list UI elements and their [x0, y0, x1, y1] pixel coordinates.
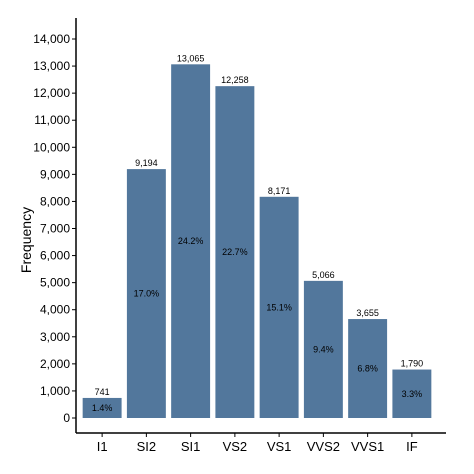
y-tick-label: 10,000: [33, 140, 70, 154]
bar: [126, 169, 166, 418]
bar: [215, 86, 255, 418]
y-axis-title: Frequency: [18, 207, 34, 273]
x-tick-label: IF: [406, 439, 418, 454]
bar-value-label: 8,171: [268, 186, 291, 196]
bar: [82, 397, 122, 418]
bar-percent-label: 1.4%: [92, 403, 113, 413]
x-axis: I1 SI2 SI1 VS2 VS1 VVS2 VVS1 IF: [76, 432, 446, 454]
bar-value-label: 3,655: [356, 308, 379, 318]
bar: [392, 369, 432, 418]
bar-percent-label: 17.0%: [134, 289, 160, 299]
x-tick-label: VS2: [223, 439, 248, 454]
y-tick-label: 1,000: [40, 384, 70, 398]
bar-value-label: 12,258: [221, 75, 249, 85]
x-tick-label: VS1: [267, 439, 292, 454]
bar-value-label: 741: [95, 387, 110, 397]
bar-percent-label: 6.8%: [357, 364, 378, 374]
y-tick-label: 4,000: [40, 303, 70, 317]
bar: [171, 64, 211, 419]
y-tick-label: 13,000: [33, 59, 70, 73]
bar-value-label: 1,790: [401, 359, 424, 369]
y-tick-label: 3,000: [40, 330, 70, 344]
x-tick-label: SI2: [137, 439, 157, 454]
bar-percent-label: 15.1%: [266, 302, 292, 312]
bar-percent-label: 9.4%: [313, 344, 334, 354]
bar-percent-label: 3.3%: [402, 389, 423, 399]
bar-percent-label: 22.7%: [222, 247, 248, 257]
y-axis: 0 1,000 2,000 3,000 4,000 5,000 6,000 7,000 8,00…: [33, 18, 77, 433]
x-tick-label: VVS2: [307, 439, 340, 454]
x-tick-label: SI1: [181, 439, 201, 454]
bar-value-label: 13,065: [177, 53, 205, 63]
bar: [259, 196, 299, 418]
bar-percent-label: 24.2%: [178, 236, 204, 246]
y-tick-label: 9,000: [40, 167, 70, 181]
x-tick-label: I1: [97, 439, 108, 454]
bar: [348, 319, 388, 418]
y-tick-label: 14,000: [33, 32, 70, 46]
y-tick-label: 6,000: [40, 249, 70, 263]
bar: [303, 280, 343, 418]
y-tick-label: 5,000: [40, 276, 70, 290]
bar-value-label: 9,194: [135, 158, 158, 168]
y-tick-label: 11,000: [34, 113, 70, 127]
bars-group: 741 1.4% 9,194 17.0% 13,065 24.2% 12,258 22.7% 8…: [82, 53, 432, 419]
y-tick-label: 2,000: [40, 357, 70, 371]
x-tick-label: VVS1: [351, 439, 384, 454]
y-tick-label: 0: [63, 411, 70, 425]
bar-value-label: 5,066: [312, 270, 335, 280]
y-tick-label: 7,000: [40, 222, 70, 236]
y-tick-label: 8,000: [40, 194, 70, 208]
y-tick-label: 12,000: [33, 86, 70, 100]
